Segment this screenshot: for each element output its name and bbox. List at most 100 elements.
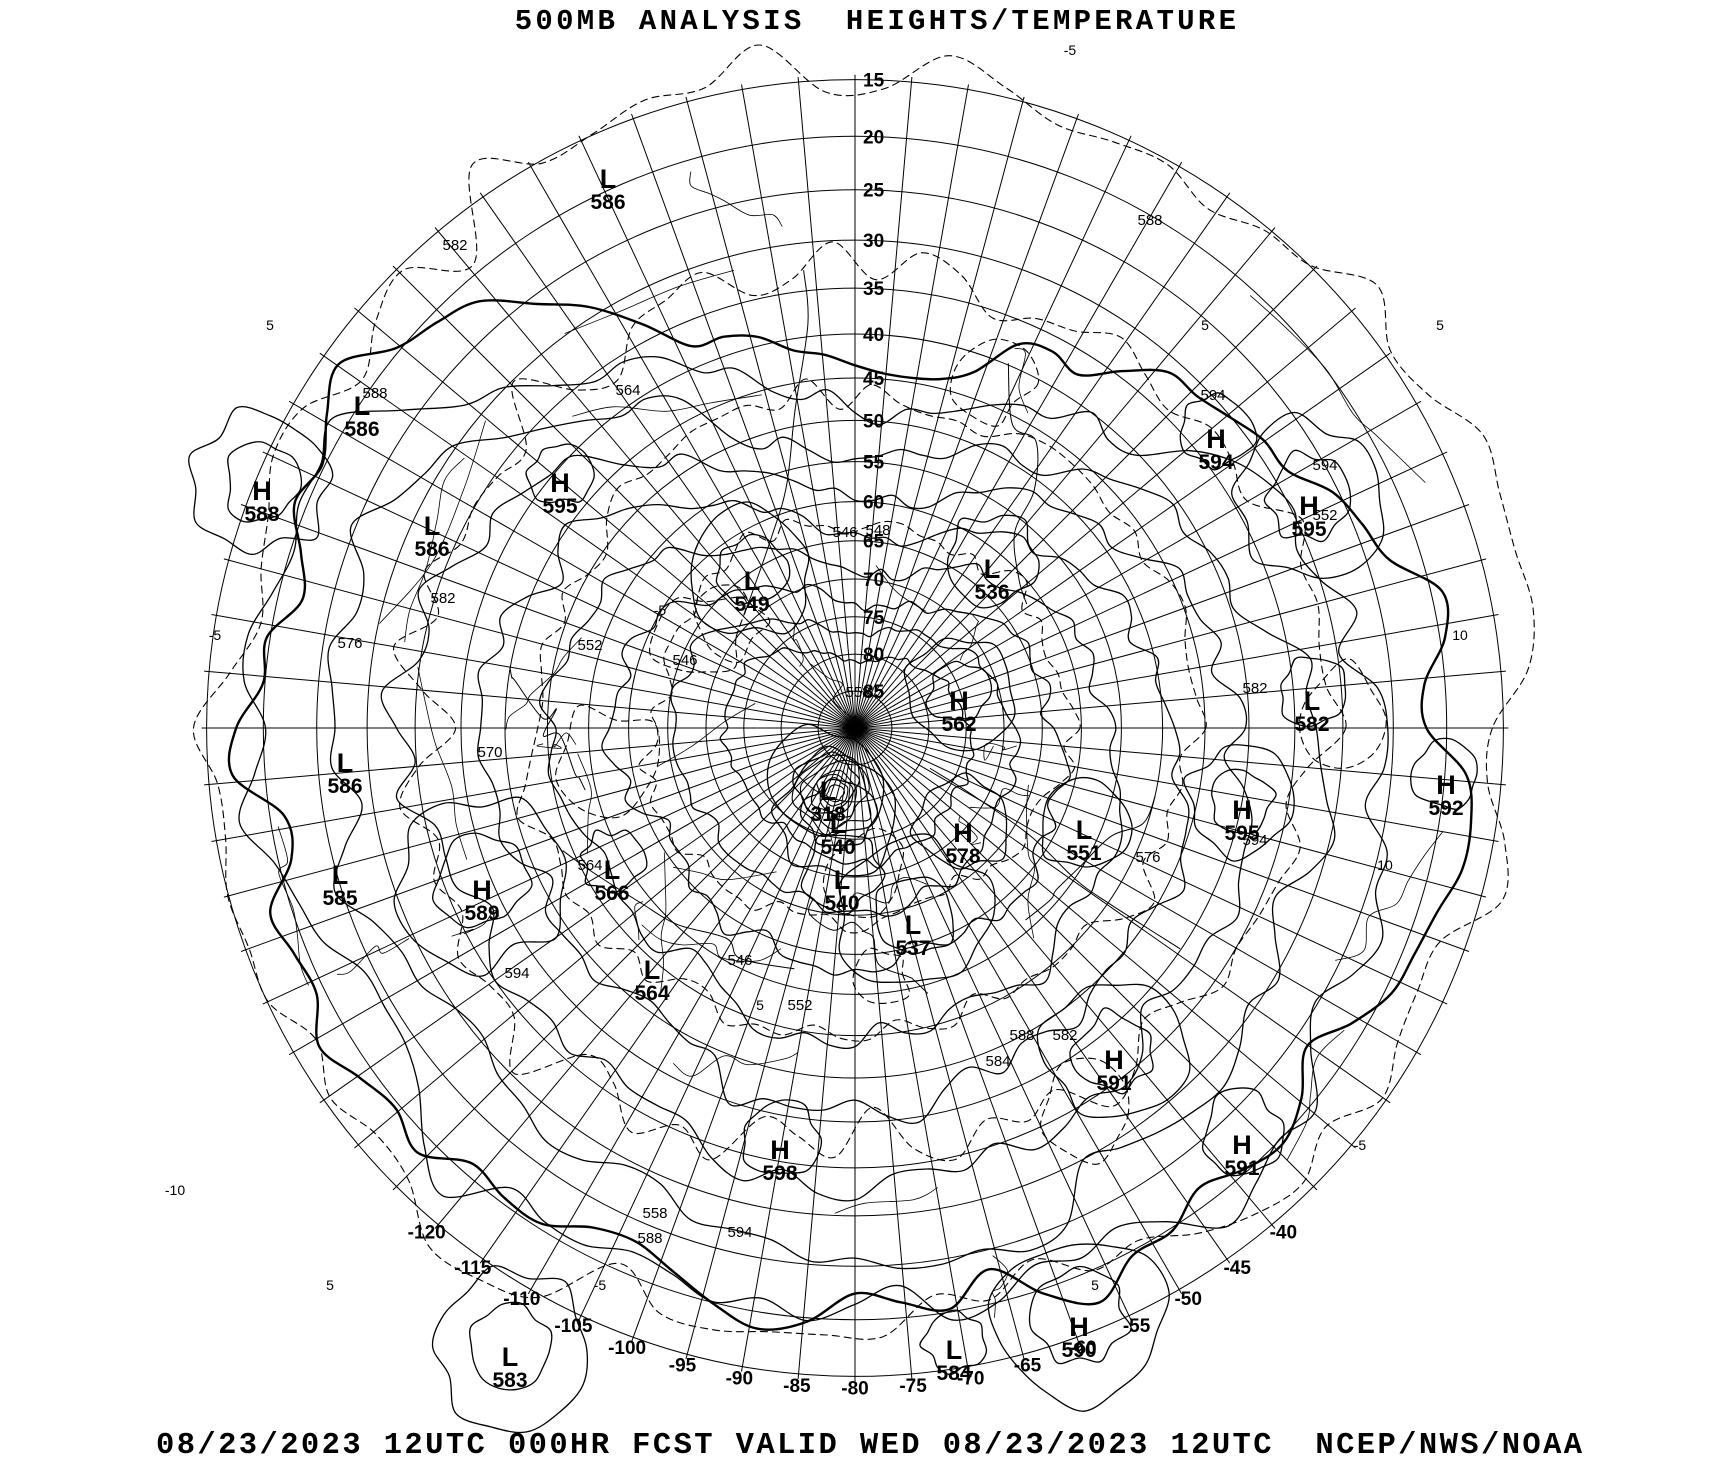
svg-text:578: 578	[945, 845, 980, 868]
svg-text:L: L	[820, 776, 837, 806]
svg-text:H: H	[1232, 1130, 1252, 1160]
svg-text:-90: -90	[726, 1368, 753, 1389]
svg-text:-40: -40	[1270, 1223, 1297, 1244]
svg-text:594: 594	[1312, 457, 1337, 474]
svg-text:584: 584	[936, 1362, 971, 1385]
svg-text:L: L	[946, 1335, 963, 1365]
svg-text:536: 536	[974, 581, 1009, 604]
svg-text:H: H	[770, 1135, 790, 1165]
svg-text:35: 35	[863, 279, 885, 300]
svg-text:40: 40	[863, 325, 884, 346]
svg-text:566: 566	[594, 882, 629, 905]
svg-text:-5: -5	[209, 627, 222, 643]
svg-text:H: H	[1299, 491, 1319, 521]
svg-text:H: H	[1436, 770, 1456, 800]
svg-text:-115: -115	[454, 1258, 491, 1279]
svg-text:592: 592	[1428, 797, 1463, 820]
svg-text:50: 50	[863, 411, 884, 432]
svg-text:L: L	[332, 860, 349, 890]
svg-text:H: H	[472, 875, 492, 905]
svg-text:589: 589	[464, 902, 499, 925]
svg-text:585: 585	[322, 887, 357, 910]
svg-text:546: 546	[727, 952, 752, 969]
svg-text:558: 558	[642, 1205, 667, 1222]
svg-text:L: L	[1076, 815, 1093, 845]
svg-text:588: 588	[1009, 1027, 1034, 1044]
svg-text:H: H	[1069, 1312, 1089, 1342]
svg-text:552: 552	[577, 637, 602, 654]
svg-text:582: 582	[1294, 713, 1329, 736]
svg-text:576: 576	[337, 635, 362, 652]
svg-text:582: 582	[1242, 680, 1267, 697]
svg-text:-120: -120	[408, 1223, 446, 1244]
svg-text:-5: -5	[1354, 1137, 1367, 1153]
svg-text:-5: -5	[654, 602, 667, 618]
svg-text:10: 10	[1452, 627, 1468, 643]
svg-text:594: 594	[727, 1224, 752, 1241]
svg-text:548: 548	[865, 522, 890, 539]
svg-text:537: 537	[895, 937, 930, 960]
svg-text:-105: -105	[554, 1316, 592, 1337]
svg-text:-75: -75	[899, 1376, 927, 1397]
svg-text:L: L	[502, 1342, 519, 1372]
svg-text:10: 10	[1377, 857, 1393, 873]
svg-text:586: 586	[590, 191, 625, 214]
svg-text:551: 551	[1066, 842, 1101, 865]
svg-text:583: 583	[492, 1369, 527, 1392]
svg-text:L: L	[337, 748, 354, 778]
svg-text:L: L	[744, 566, 761, 596]
svg-text:H: H	[1206, 424, 1226, 454]
svg-text:5: 5	[326, 1277, 334, 1293]
svg-text:588: 588	[637, 1230, 662, 1247]
svg-text:-85: -85	[783, 1376, 811, 1397]
svg-text:5: 5	[756, 997, 764, 1013]
svg-text:582: 582	[1052, 1027, 1077, 1044]
svg-text:588: 588	[1137, 212, 1162, 229]
svg-text:H: H	[949, 686, 969, 716]
svg-text:564: 564	[634, 982, 669, 1005]
svg-text:5: 5	[266, 317, 274, 333]
svg-text:-10: -10	[165, 1182, 185, 1198]
svg-text:H: H	[550, 468, 570, 498]
svg-text:-50: -50	[1174, 1289, 1201, 1310]
svg-text:549: 549	[734, 593, 769, 616]
svg-text:5: 5	[1436, 317, 1444, 333]
svg-text:-45: -45	[1223, 1258, 1251, 1279]
svg-text:15: 15	[863, 71, 885, 92]
svg-text:590: 590	[1061, 1339, 1096, 1362]
svg-text:L: L	[644, 955, 661, 985]
svg-text:594: 594	[504, 965, 529, 982]
svg-text:60: 60	[863, 493, 884, 514]
svg-text:L: L	[354, 391, 371, 421]
svg-text:591: 591	[1224, 1157, 1259, 1180]
svg-text:576: 576	[1135, 849, 1160, 866]
svg-text:558: 558	[845, 684, 870, 701]
svg-text:H: H	[1104, 1045, 1124, 1075]
svg-text:L: L	[604, 855, 621, 885]
svg-text:564: 564	[615, 382, 640, 399]
svg-text:20: 20	[863, 127, 884, 148]
svg-text:591: 591	[1096, 1072, 1131, 1095]
svg-text:582: 582	[430, 590, 455, 607]
svg-text:546: 546	[832, 524, 857, 541]
svg-text:L: L	[600, 164, 617, 194]
svg-text:L: L	[984, 554, 1001, 584]
svg-text:594: 594	[1200, 387, 1225, 404]
svg-text:5: 5	[1091, 1277, 1099, 1293]
svg-text:30: 30	[863, 231, 884, 252]
svg-text:H: H	[1232, 795, 1252, 825]
svg-text:586: 586	[414, 538, 449, 561]
svg-text:588: 588	[244, 503, 279, 526]
svg-text:5: 5	[1201, 317, 1209, 333]
svg-text:75: 75	[863, 608, 885, 629]
svg-text:564: 564	[577, 857, 602, 874]
svg-text:H: H	[953, 818, 973, 848]
svg-text:L: L	[834, 865, 851, 895]
svg-text:595: 595	[1291, 518, 1326, 541]
svg-text:540: 540	[820, 836, 855, 859]
svg-text:-5: -5	[1064, 42, 1077, 58]
svg-text:-5: -5	[594, 1277, 607, 1293]
svg-text:L: L	[905, 910, 922, 940]
svg-text:-110: -110	[503, 1289, 540, 1310]
svg-text:552: 552	[787, 997, 812, 1014]
